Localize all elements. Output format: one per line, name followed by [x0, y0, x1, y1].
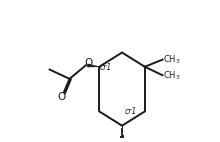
Text: CH$_3$: CH$_3$ [163, 53, 181, 66]
Text: CH$_3$: CH$_3$ [163, 69, 181, 82]
Text: O: O [84, 58, 93, 68]
Text: O: O [57, 92, 65, 102]
Text: cr1: cr1 [124, 107, 136, 116]
Text: cr1: cr1 [100, 63, 112, 72]
